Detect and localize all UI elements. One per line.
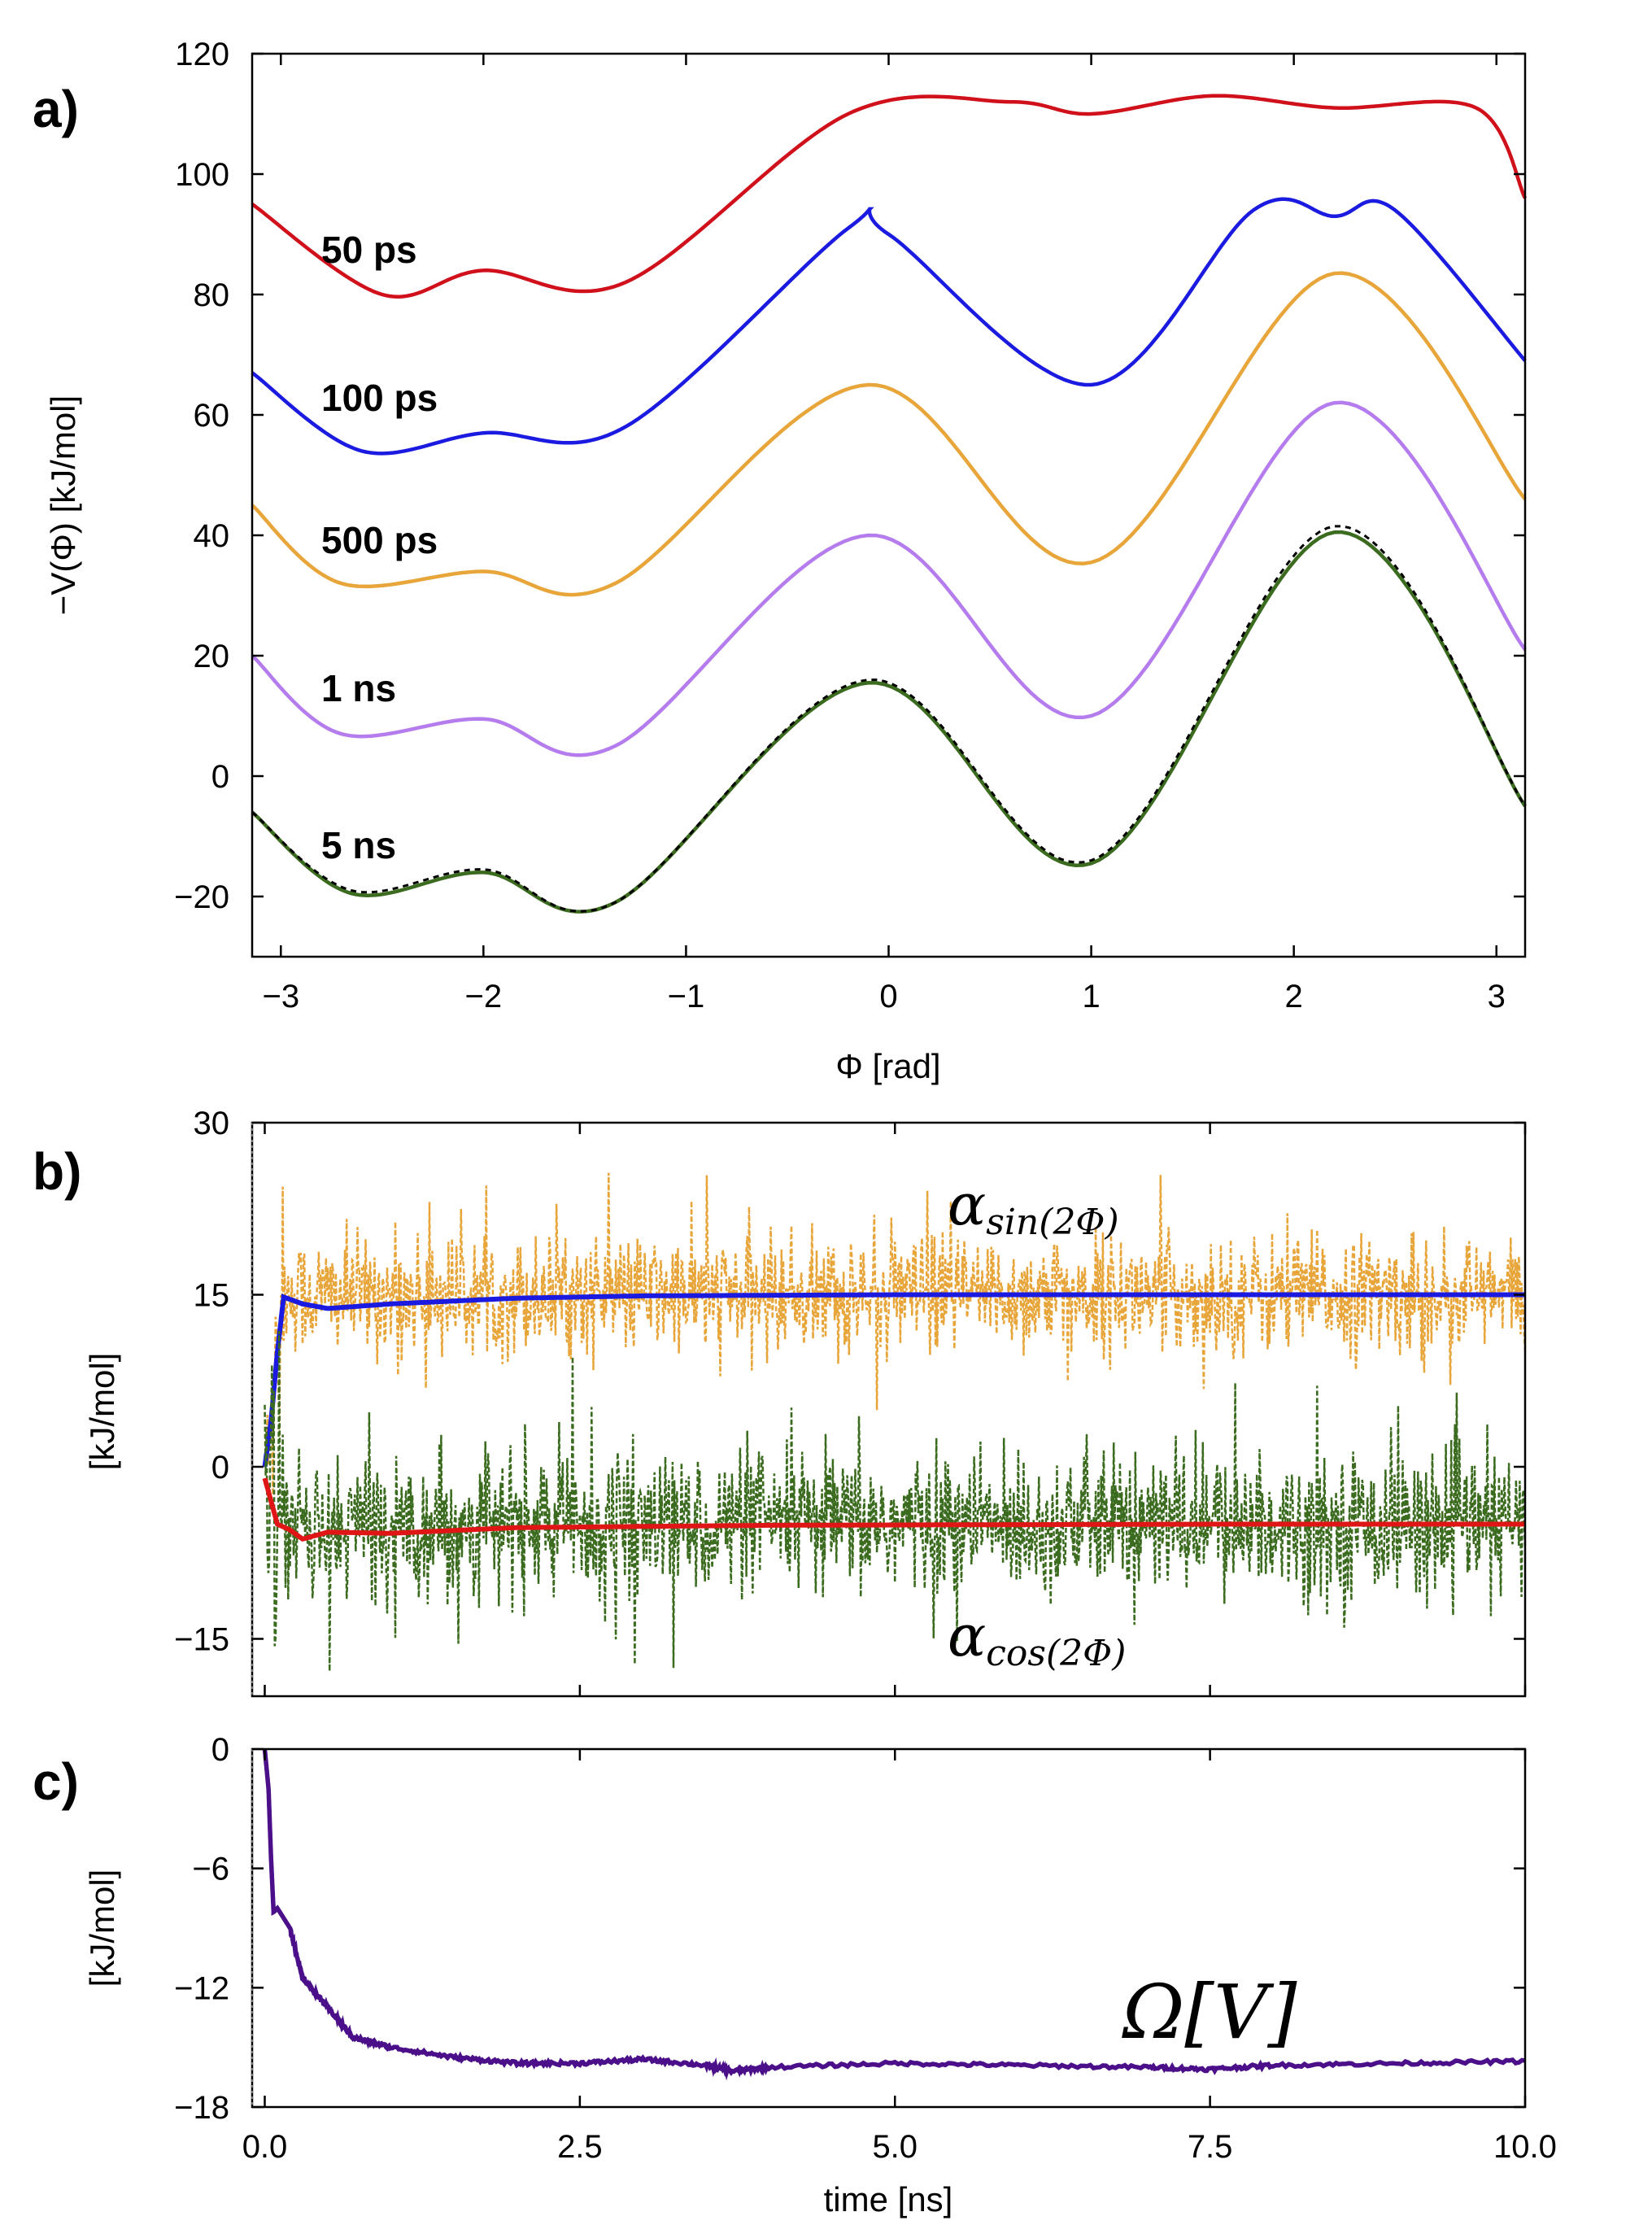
panel-c-xlabel: time [ns] (824, 2180, 953, 2218)
panel-a-ylabel: −V(Φ) [kJ/mol] (44, 395, 82, 615)
series-line-omega (262, 1748, 1526, 2081)
panel-a-xtick-label: −1 (668, 979, 705, 1014)
panel-c-xtick-label: 5.0 (872, 2129, 918, 2165)
panel-c-ytick-label: −18 (174, 2090, 229, 2126)
panel-a-xtick-label: −3 (262, 979, 299, 1014)
panel-c-ytick-label: −12 (174, 1970, 229, 2006)
panel-c-xtick-label: 7.5 (1188, 2129, 1233, 2165)
curve-label-100ps: 100 ps (321, 377, 438, 419)
series-line-50-ps (251, 94, 1528, 299)
panel-a-frame (251, 52, 1527, 958)
panel-c-ylabel: [kJ/mol] (83, 1869, 121, 1987)
alpha-sin-label: αsin(2Φ) (948, 1171, 1119, 1243)
series-line-reference (251, 525, 1527, 913)
panel-a-xtick-label: 1 (1082, 979, 1100, 1014)
panel-a-xlabel: Φ [rad] (835, 1047, 940, 1085)
panel-c-ytick-label: 0 (211, 1732, 229, 1768)
panel-b: −15 0 15 30 b) [kJ/mol] αsin(2Φ) αcos(2Φ) (33, 1106, 1527, 1698)
panel-b-frame (251, 1121, 1527, 1698)
panel-a-ytick-label: 80 (194, 277, 230, 313)
omega-label: Ω[V] (1122, 1969, 1297, 2056)
alpha-cos-label: αcos(2Φ) (948, 1603, 1126, 1674)
panel-a-ytick-label: 60 (194, 398, 230, 434)
panel-a-xtick-label: 3 (1488, 979, 1506, 1014)
series-line--cos-2-instantaneous (264, 1331, 1527, 1672)
panel-a-ytick-label: 0 (211, 759, 229, 795)
panel-a-ytick-label: 20 (194, 639, 230, 674)
panel-a-letter: a) (33, 80, 79, 138)
panel-a-ytick-label: 40 (194, 518, 230, 554)
panel-a-xtick-label: 2 (1285, 979, 1303, 1014)
panel-c: 0.0 2.5 5.0 7.5 10.0 −18 −12 −6 0 c) [kJ/mol] ti… (33, 1732, 1557, 2218)
panel-b-letter: b) (33, 1142, 81, 1201)
panel-b-ytick-label: 0 (211, 1450, 229, 1486)
series-line--cos-2-average (262, 1477, 1525, 1542)
panel-c-xtick-label: 0.0 (242, 2129, 288, 2165)
series-line--sin-2-instantaneous (264, 1172, 1527, 1495)
panel-c-xtick-label: 2.5 (557, 2129, 603, 2165)
panel-b-ytick-label: 15 (194, 1278, 230, 1314)
panel-c-xtick-label: 10.0 (1493, 2129, 1557, 2165)
panel-c-ytick-label: −6 (192, 1852, 229, 1887)
panel-a-ytick-label: 100 (175, 157, 229, 193)
curve-label-50ps: 50 ps (321, 229, 417, 271)
panel-b-ylabel: [kJ/mol] (83, 1353, 121, 1471)
panel-b-ytick-label: 30 (194, 1106, 230, 1141)
panel-a-ytick-label: −20 (174, 879, 229, 915)
panel-b-ytick-label: −15 (174, 1622, 229, 1658)
series-line-100-ps (251, 197, 1527, 456)
panel-a-xtick-label: 0 (879, 979, 897, 1014)
series-line--sin-2-average (262, 1292, 1525, 1468)
curve-label-500ps: 500 ps (321, 519, 438, 561)
curve-label-1ns: 1 ns (321, 667, 396, 709)
series-line-1-ns (251, 400, 1527, 757)
panel-a-ytick-label: 120 (175, 37, 229, 72)
series-line-500-ps (251, 271, 1527, 597)
panel-c-letter: c) (33, 1752, 79, 1811)
panel-a-xtick-label: −2 (465, 979, 503, 1014)
curve-label-5ns: 5 ns (321, 824, 396, 866)
